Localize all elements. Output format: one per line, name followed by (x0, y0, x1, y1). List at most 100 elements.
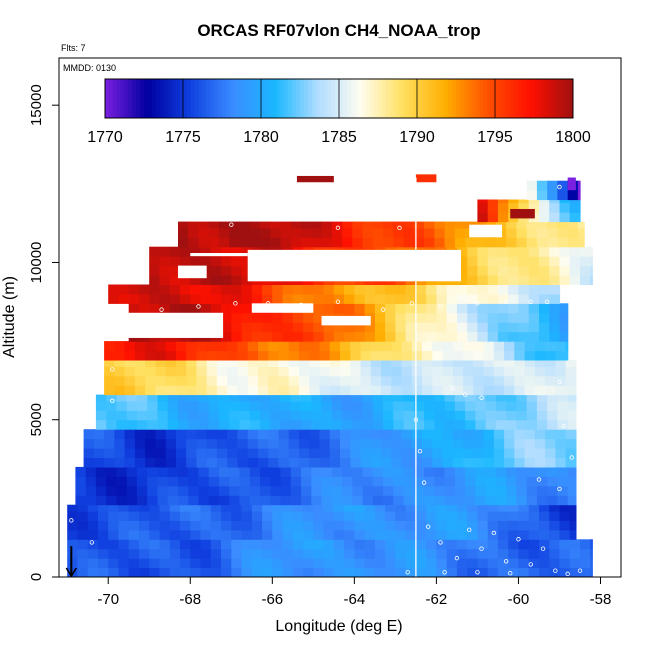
colorbar-segment (331, 79, 336, 118)
heatmap-cell (381, 350, 392, 361)
heatmap-cell (303, 504, 314, 512)
heatmap-cell (383, 410, 394, 421)
heatmap-cell (514, 438, 526, 449)
heatmap-cell (555, 350, 567, 361)
heatmap-cell (518, 558, 530, 569)
heatmap-cell (221, 303, 232, 314)
heatmap-cell (487, 275, 499, 285)
heatmap-cell (534, 438, 546, 449)
heatmap-cell (463, 360, 474, 367)
heatmap-cell (559, 558, 571, 569)
heatmap-cell (362, 419, 374, 430)
heatmap-band (178, 221, 585, 248)
colorbar-segment (498, 79, 504, 118)
heatmap-cell (169, 265, 181, 276)
heatmap-cell (360, 350, 372, 361)
heatmap-cell (323, 303, 335, 314)
heatmap-cell (580, 246, 591, 257)
heatmap-cell (495, 394, 507, 402)
heatmap-cell (333, 331, 345, 342)
heatmap-cell (360, 366, 372, 377)
heatmap-cell (426, 539, 437, 550)
heatmap-cell (350, 448, 362, 458)
heatmap-cell (231, 256, 243, 267)
heatmap-cell (569, 510, 577, 521)
heatmap-cell (136, 495, 148, 506)
heatmap-cell (319, 375, 331, 386)
heatmap-cell (534, 341, 546, 352)
heatmap-cell (374, 293, 386, 304)
heatmap-cell (362, 221, 374, 229)
heatmap-cell (331, 394, 343, 402)
colorbar-segment (510, 79, 515, 118)
heatmap-cell (301, 227, 312, 238)
heatmap-cell (147, 394, 159, 402)
heatmap-cell (270, 400, 282, 411)
heatmap-cell (319, 385, 331, 396)
heatmap-cell (282, 331, 294, 342)
heatmap-cell (385, 322, 396, 333)
heatmap-cell (495, 476, 507, 487)
heatmap-cell (415, 510, 427, 521)
colorbar-segment (534, 79, 539, 118)
heatmap-cell (229, 466, 241, 477)
colorbar-segment (151, 79, 157, 118)
heatmap-cell (299, 429, 310, 440)
x-tick-label: -60 (508, 591, 530, 608)
heatmap-cell (405, 548, 417, 559)
heatmap-cell (567, 410, 577, 421)
heatmap-cell (393, 237, 405, 248)
heatmap-cell (139, 567, 150, 577)
heatmap-cell (149, 293, 161, 304)
heatmap-cell (290, 485, 302, 496)
heatmap-cell (139, 529, 150, 540)
heatmap-cell (241, 504, 253, 512)
heatmap-cell (442, 448, 454, 458)
heatmap-cell (405, 539, 417, 550)
heatmap-cell (116, 476, 128, 487)
plot-frame (58, 57, 622, 578)
heatmap-cell (495, 466, 507, 477)
heatmap-cell (190, 293, 202, 304)
heatmap-cell (477, 539, 489, 550)
heatmap-cell (391, 350, 403, 361)
heatmap-cell (467, 293, 479, 304)
heatmap-cell (403, 237, 415, 248)
heatmap-cell (167, 495, 179, 506)
heatmap-cell (444, 400, 456, 411)
heatmap-cell (239, 466, 251, 477)
heatmap-cell (534, 350, 546, 361)
heatmap-cell (446, 558, 458, 569)
heatmap-cell (477, 312, 489, 323)
heatmap-cell (331, 400, 343, 411)
heatmap-cell (237, 429, 249, 440)
heatmap-cell (549, 529, 561, 540)
heatmap-cell (237, 341, 249, 352)
heatmap-cell (518, 284, 530, 295)
colorbar-segment (420, 79, 426, 118)
heatmap-cell (434, 221, 446, 229)
flight-sample-point (561, 423, 566, 429)
heatmap-cell (405, 529, 417, 540)
heatmap-cell (393, 410, 405, 421)
heatmap-cell (278, 350, 290, 361)
heatmap-cell (169, 529, 181, 540)
heatmap-cell (311, 485, 323, 496)
heatmap-cell (108, 567, 120, 577)
heatmap-cell (549, 312, 561, 323)
heatmap-cell (549, 558, 561, 569)
heatmap-cell (352, 237, 364, 248)
heatmap-cell (319, 448, 331, 458)
heatmap-cell (539, 539, 550, 550)
heatmap-cell (370, 366, 382, 377)
heatmap-cell (372, 419, 384, 430)
heatmap-cell (260, 495, 271, 506)
heatmap-cell (415, 539, 427, 550)
heatmap-cell (169, 510, 181, 521)
heatmap-cell (329, 360, 341, 367)
heatmap-cell (504, 438, 515, 449)
heatmap-cell (221, 529, 232, 540)
heatmap-cell (270, 410, 282, 421)
heatmap-cell (426, 284, 437, 295)
heatmap-cell (118, 558, 130, 569)
